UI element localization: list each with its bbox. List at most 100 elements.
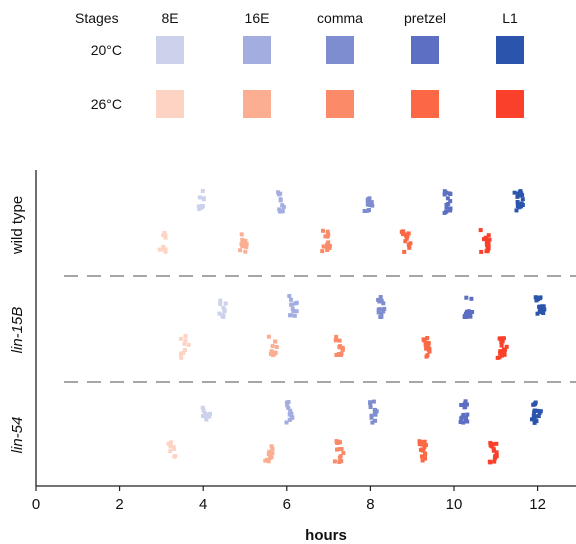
data-point <box>220 313 225 318</box>
data-point <box>534 295 538 300</box>
point-cluster-wild-type-26-c-l1 <box>478 228 492 254</box>
data-point <box>238 248 243 253</box>
data-point <box>532 408 537 413</box>
data-point <box>519 204 524 209</box>
data-point <box>536 414 541 418</box>
data-point <box>417 439 422 444</box>
data-point <box>533 400 538 405</box>
legend-stage-l1: L1 <box>502 10 518 26</box>
data-point <box>519 201 524 206</box>
point-cluster-wild-type-20-c-16e <box>276 190 286 214</box>
point-cluster-lin-54-20-c-l1 <box>530 400 543 425</box>
data-point <box>339 459 344 464</box>
data-point <box>542 307 547 312</box>
data-point <box>205 412 209 417</box>
data-point <box>204 417 209 422</box>
data-point <box>478 228 483 233</box>
point-cluster-lin-15b-26-c-16e <box>266 334 279 358</box>
point-cluster-lin-15b-26-c-8e <box>178 334 191 360</box>
legend-swatch-20-c-comma <box>326 36 354 64</box>
data-point <box>462 405 467 410</box>
data-point <box>179 355 184 360</box>
data-point <box>459 403 464 407</box>
point-cluster-wild-type-26-c-8e <box>157 230 168 254</box>
data-point <box>339 447 344 451</box>
point-cluster-wild-type-26-c-comma <box>320 228 332 254</box>
data-point <box>268 455 272 460</box>
data-point <box>381 307 386 312</box>
data-point <box>243 238 248 243</box>
data-point <box>325 242 330 247</box>
data-point <box>269 349 274 354</box>
data-point <box>419 442 424 447</box>
data-point <box>179 351 184 356</box>
legend-swatch-20-c-l1 <box>496 36 524 64</box>
data-point <box>460 415 464 420</box>
data-point <box>535 311 540 316</box>
data-point <box>370 420 375 425</box>
data-point <box>538 308 543 313</box>
group-label-wild-type: wild type <box>9 196 26 255</box>
data-point <box>294 309 299 314</box>
data-point <box>377 307 382 312</box>
data-point <box>494 453 499 458</box>
data-point <box>490 442 495 447</box>
data-point <box>541 311 546 315</box>
data-point <box>240 237 245 242</box>
data-point <box>197 207 202 211</box>
data-point <box>369 200 374 205</box>
data-point <box>442 189 447 194</box>
data-point <box>338 353 343 357</box>
data-point <box>222 308 227 312</box>
data-point <box>370 203 375 208</box>
data-point <box>161 244 166 249</box>
data-point <box>534 418 539 423</box>
point-cluster-lin-15b-26-c-l1 <box>495 336 509 360</box>
legend-swatch-20-c-16e <box>243 36 271 64</box>
data-point <box>530 417 534 422</box>
legend-swatch-26-c-8e <box>156 90 184 118</box>
data-point <box>163 235 168 240</box>
data-point <box>378 315 383 319</box>
data-point <box>519 191 524 196</box>
data-point <box>325 234 330 239</box>
data-point <box>320 249 325 254</box>
data-point <box>200 189 205 193</box>
group-label-lin-15b: lin-15B <box>9 307 26 354</box>
data-point <box>334 334 339 339</box>
data-point <box>464 312 469 317</box>
data-point <box>465 419 470 424</box>
data-point <box>161 247 166 252</box>
data-point <box>425 336 430 340</box>
data-point <box>268 351 273 356</box>
data-point <box>373 418 378 423</box>
data-point <box>223 301 228 306</box>
data-point <box>181 350 186 355</box>
data-point <box>368 401 373 406</box>
data-point <box>504 344 509 349</box>
point-cluster-lin-15b-26-c-comma <box>333 334 345 357</box>
data-point <box>163 247 168 252</box>
data-point <box>419 447 424 452</box>
x-tick-label: 10 <box>446 496 463 513</box>
data-point <box>499 343 504 348</box>
data-point <box>199 204 204 208</box>
data-point <box>362 209 367 213</box>
data-point <box>280 209 285 214</box>
data-point <box>369 415 374 420</box>
point-cluster-lin-15b-20-c-16e <box>287 294 299 318</box>
data-point <box>448 192 453 196</box>
data-point <box>217 311 222 316</box>
data-point <box>201 197 206 202</box>
data-point <box>377 299 382 304</box>
data-point <box>417 442 422 446</box>
data-point <box>458 420 463 424</box>
data-point <box>537 410 542 415</box>
data-point <box>470 310 475 314</box>
data-point <box>162 230 167 235</box>
data-point <box>321 244 326 249</box>
data-point <box>291 309 296 314</box>
data-point <box>243 249 248 254</box>
data-point <box>448 199 453 204</box>
data-point <box>484 237 489 242</box>
